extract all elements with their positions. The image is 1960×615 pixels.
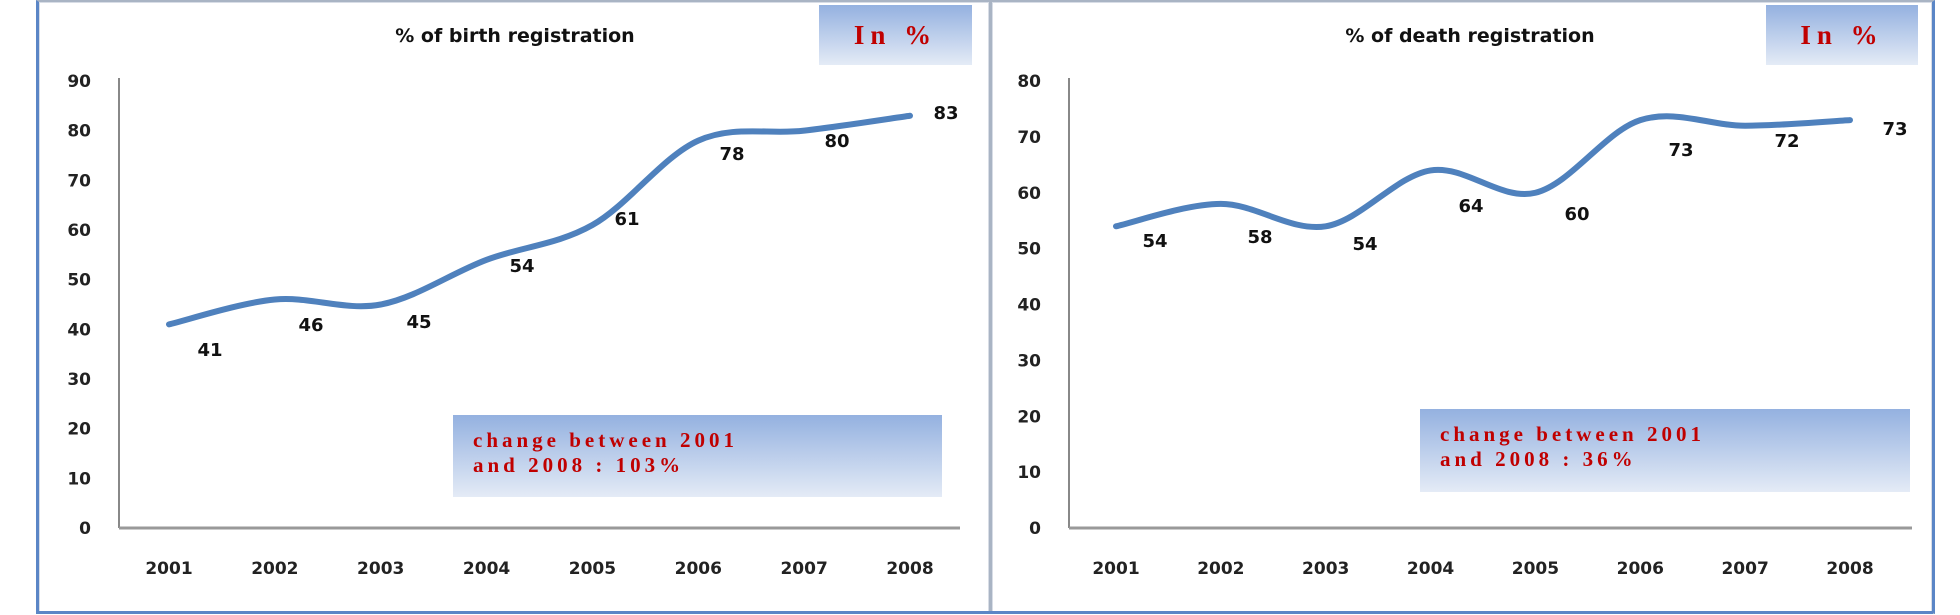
data-label: 73: [1668, 140, 1693, 161]
change-annotation-death: change between 2001 and 2008 : 36%: [1420, 409, 1910, 492]
x-tick-label: 2005: [569, 559, 616, 579]
y-tick-label: 70: [67, 171, 91, 191]
y-tick-label: 90: [67, 72, 91, 92]
chart-title: % of death registration: [1345, 25, 1594, 47]
bottom-border: [36, 611, 1933, 614]
change-annotation-birth: change between 2001 and 2008 : 103%: [453, 415, 942, 497]
x-tick-label: 2001: [1092, 559, 1139, 579]
y-tick-label: 40: [67, 320, 91, 340]
x-tick-label: 2006: [675, 559, 722, 579]
y-tick-label: 0: [1029, 519, 1041, 539]
data-label: 73: [1882, 119, 1907, 140]
death-chart-panel: [990, 0, 1935, 614]
y-tick-label: 20: [1017, 407, 1041, 427]
data-label: 64: [1458, 196, 1483, 217]
data-label: 60: [1564, 204, 1589, 225]
x-tick-label: 2007: [1721, 559, 1768, 579]
series-line: [1113, 113, 1853, 231]
data-label: 72: [1774, 131, 1799, 152]
y-tick-label: 60: [1017, 184, 1041, 204]
data-label: 54: [1142, 231, 1167, 252]
x-tick-label: 2008: [886, 559, 933, 579]
y-tick-label: 30: [1017, 351, 1041, 371]
y-tick-label: 50: [67, 271, 91, 291]
x-tick-label: 2006: [1617, 559, 1664, 579]
x-tick-label: 2004: [463, 559, 510, 579]
chart-title: % of birth registration: [395, 25, 634, 47]
data-label: 58: [1247, 227, 1272, 248]
y-tick-label: 0: [79, 519, 91, 539]
x-tick-label: 2002: [251, 559, 298, 579]
unit-badge-death: In %: [1766, 5, 1918, 65]
y-tick-label: 20: [67, 420, 91, 440]
y-tick-label: 30: [67, 370, 91, 390]
y-tick-label: 80: [1017, 72, 1041, 92]
x-tick-label: 2007: [780, 559, 827, 579]
x-tick-label: 2005: [1512, 559, 1559, 579]
x-tick-label: 2002: [1197, 559, 1244, 579]
y-tick-label: 70: [1017, 128, 1041, 148]
data-label: 54: [1352, 234, 1377, 255]
y-tick-label: 40: [1017, 296, 1041, 316]
y-tick-label: 10: [67, 469, 91, 489]
unit-badge-birth: In %: [819, 5, 972, 65]
x-tick-label: 2003: [1302, 559, 1349, 579]
x-tick-label: 2003: [357, 559, 404, 579]
birth-chart-panel: [36, 0, 991, 614]
data-label: 41: [197, 340, 222, 361]
series-line: [166, 112, 913, 328]
x-tick-label: 2004: [1407, 559, 1454, 579]
data-label: 54: [509, 256, 534, 277]
x-tick-label: 2001: [145, 559, 192, 579]
data-label: 46: [298, 315, 323, 336]
y-tick-label: 50: [1017, 240, 1041, 260]
data-label: 80: [824, 131, 849, 152]
y-tick-label: 80: [67, 122, 91, 142]
data-label: 78: [719, 144, 744, 165]
data-label: 45: [406, 312, 431, 333]
data-label: 61: [614, 209, 639, 230]
data-label: 83: [933, 103, 958, 124]
y-tick-label: 10: [1017, 463, 1041, 483]
y-tick-label: 60: [67, 221, 91, 241]
x-tick-label: 2008: [1826, 559, 1873, 579]
